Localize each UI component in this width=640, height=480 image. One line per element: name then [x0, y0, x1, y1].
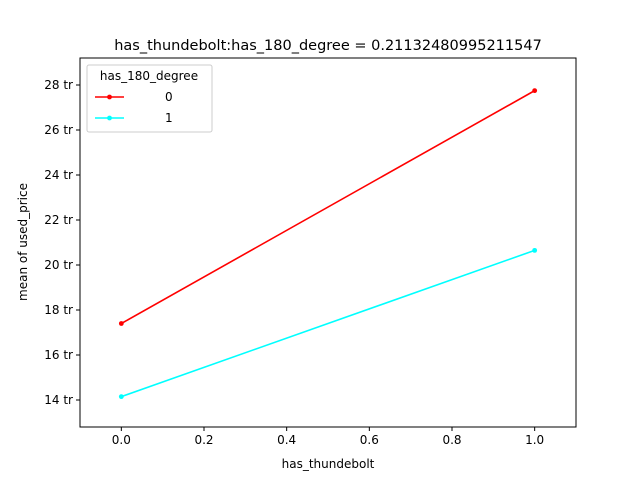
legend: has_180_degree 0 1: [86, 64, 213, 133]
x-tick-label: 0.2: [194, 433, 213, 447]
plot-frame: [79, 57, 577, 428]
y-tick-label: 24 tr: [44, 168, 73, 182]
legend-box: [86, 64, 213, 133]
series-layer: [118, 88, 538, 400]
chart-title: has_thundebolt:has_180_degree = 0.211324…: [114, 38, 542, 54]
x-tick-label: 1.0: [525, 433, 544, 447]
x-axis: 0.0 0.2 0.4 0.6 0.8 1.0: [112, 427, 544, 447]
series-point-1: [532, 247, 538, 253]
x-tick-label: 0.6: [360, 433, 379, 447]
x-tick-label: 0.8: [442, 433, 461, 447]
y-axis: 14 tr 16 tr 18 tr 20 tr 22 tr 24 tr 26 tr 28 tr: [44, 78, 80, 407]
legend-label-0: 0: [165, 90, 173, 104]
y-tick-label: 26 tr: [44, 123, 73, 137]
y-axis-label: mean of used_price: [16, 183, 30, 301]
legend-title: has_180_degree: [100, 69, 198, 83]
series-line-1: [121, 249, 535, 398]
x-axis-label: has_thundebolt: [282, 457, 375, 471]
legend-label-1: 1: [165, 111, 173, 125]
y-tick-label: 16 tr: [44, 348, 73, 362]
legend-marker-1: [107, 115, 112, 121]
y-tick-label: 18 tr: [44, 303, 73, 317]
series-line-0: [120, 89, 536, 325]
x-tick-label: 0.0: [112, 433, 131, 447]
series-point-0: [532, 88, 538, 94]
x-tick-label: 0.4: [277, 433, 296, 447]
series-point-1: [118, 394, 124, 400]
y-tick-label: 22 tr: [44, 213, 73, 227]
series-point-0: [118, 321, 124, 326]
y-tick-label: 28 tr: [44, 78, 73, 92]
legend-marker-0: [107, 94, 112, 100]
y-tick-label: 14 tr: [44, 393, 73, 407]
y-tick-label: 20 tr: [44, 258, 73, 272]
